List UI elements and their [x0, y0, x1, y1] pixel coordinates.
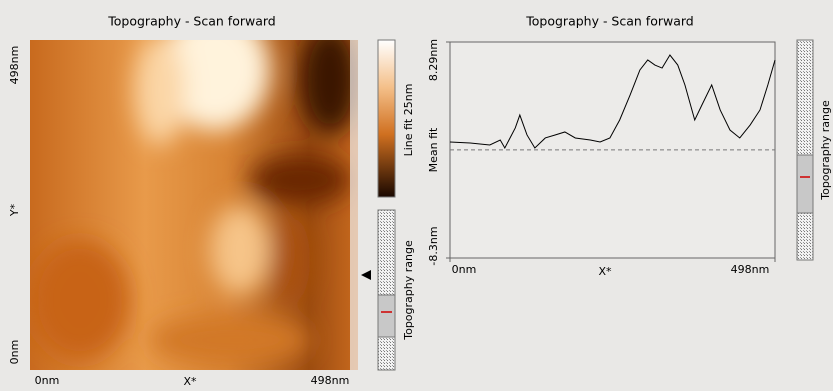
x-tick-label: 0nm [35, 374, 60, 387]
x-axis-label: X* [598, 265, 612, 278]
profile-line [449, 54, 776, 150]
x-tick-label: 498nm [731, 263, 770, 276]
range-label: Topography range [402, 240, 415, 341]
y-tick-label: -8.3nm [427, 226, 440, 265]
colorbar [377, 39, 396, 198]
y-tick-label: 498nm [8, 46, 21, 85]
chart-title: Topography - Scan forward [525, 14, 693, 29]
y-tick-label: 0nm [8, 340, 21, 365]
topography-image [30, 40, 358, 370]
y-tick-label: 8.29nm [427, 39, 440, 81]
x-axis-label: X* [183, 375, 197, 388]
colorbar-label: Line fit 25nm [402, 84, 415, 157]
range-slider[interactable] [796, 39, 814, 261]
range-label: Topography range [819, 100, 832, 201]
x-tick-label: 0nm [452, 263, 477, 276]
y-axis-label: Y* [8, 203, 21, 217]
range-arrow[interactable] [361, 270, 371, 280]
x-tick-label: 498nm [311, 374, 350, 387]
image-title: Topography - Scan forward [107, 14, 275, 29]
y-axis-label: Mean fit [427, 127, 440, 172]
range-slider[interactable] [377, 209, 396, 371]
